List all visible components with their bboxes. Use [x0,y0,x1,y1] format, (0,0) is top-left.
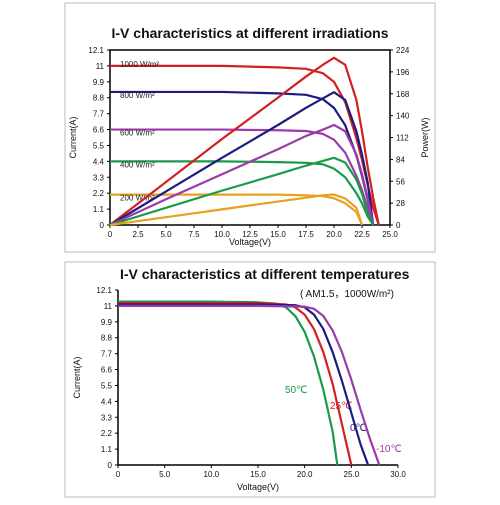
series-label: 400 W/m² [120,160,155,169]
x-tick-label: 7.5 [188,230,200,239]
series-label: -10℃ [376,444,402,455]
x-tick-label: 17.5 [298,230,314,239]
panel-frame [64,2,436,253]
y-tick-label: 2.2 [101,429,113,438]
x-tick-label: 25.0 [382,230,398,239]
series-label: 50℃ [285,385,307,396]
series-line [109,91,375,226]
series-label: 1000 W/m² [120,60,159,69]
y-tick-label: 1.1 [93,205,105,214]
series-line [109,123,375,226]
y-tick-label: 6.6 [101,366,113,375]
series-line [118,300,339,466]
y2-tick-label: 224 [396,46,410,55]
x-tick-label: 5.0 [160,230,172,239]
y-tick-label: 7.7 [101,350,113,359]
x-tick-label: 20.0 [326,230,342,239]
y-tick-label: 0 [108,461,113,470]
series-line [109,56,380,226]
x-tick-label: 15.0 [250,470,266,479]
series-label: 25℃ [330,401,352,412]
panel-frame [64,261,436,498]
series-label: 800 W/m² [120,91,155,100]
y-tick-label: 5.5 [101,381,113,390]
y-tick-label: 2.2 [93,189,105,198]
x-tick-label: 10.0 [204,470,220,479]
chart-subtitle: ( AM1.5，1000W/m²) [300,289,394,300]
chart-title: I-V characteristics at different irradia… [112,25,389,41]
y-tick-label: 11 [104,302,113,311]
x-tick-label: 2.5 [132,230,144,239]
y2-tick-label: 196 [396,68,410,77]
series-line [118,304,381,466]
y-tick-label: 3.3 [101,413,113,422]
y-tick-label: 4.4 [93,157,105,166]
x-tick-label: 10.0 [214,230,230,239]
x-tick-label: 12.5 [242,230,258,239]
y-tick-label: 9.9 [93,78,105,87]
y-tick-label: 12.1 [88,46,104,55]
y-tick-label: 1.1 [101,445,113,454]
y-tick-label: 4.4 [101,397,113,406]
series-label: 0℃ [350,423,367,434]
y-tick-label: 7.7 [93,110,105,119]
series-line [110,128,375,226]
x-tick-label: 0 [116,470,121,479]
x-tick-label: 20.0 [297,470,313,479]
y2-tick-label: 56 [396,177,405,186]
y2-tick-label: 112 [396,134,409,143]
x-tick-label: 0 [108,230,113,239]
x-tick-label: 22.5 [354,230,370,239]
y-tick-label: 8.8 [101,334,113,343]
y-tick-label: 11 [96,62,105,71]
y-tick-label: 12.1 [96,286,112,295]
x-tick-label: 25.0 [344,470,360,479]
y2-tick-label: 140 [396,112,410,121]
series-line [118,301,353,466]
y-tick-label: 3.3 [93,173,105,182]
series-line [110,160,375,226]
y-tick-label: 9.9 [101,318,113,327]
y2-tick-label: 28 [396,199,405,208]
x-axis-label: Voltage(V) [237,482,279,492]
y-tick-label: 0 [100,221,105,230]
x-tick-label: 5.0 [159,470,171,479]
y-axis-label: Current(A) [68,116,78,158]
y2-tick-label: 168 [396,90,410,99]
series-label: 600 W/m² [120,129,155,138]
chart-title: I-V characteristics at different tempera… [120,266,410,282]
x-tick-label: 30.0 [390,470,406,479]
x-tick-label: 15.0 [270,230,286,239]
y2-tick-label: 0 [396,221,401,230]
y-tick-label: 5.5 [93,141,105,150]
series-line [109,193,364,227]
y-axis-label: Current(A) [72,356,82,398]
x-axis-label: Voltage(V) [229,237,271,247]
y2-axis-label: Power(W) [420,117,430,157]
series-label: 200 W/m² [120,194,155,203]
y-tick-label: 6.6 [93,126,105,135]
y2-tick-label: 84 [396,155,405,164]
series-line [118,303,370,466]
series-line [109,156,375,227]
y-tick-label: 8.8 [93,94,105,103]
